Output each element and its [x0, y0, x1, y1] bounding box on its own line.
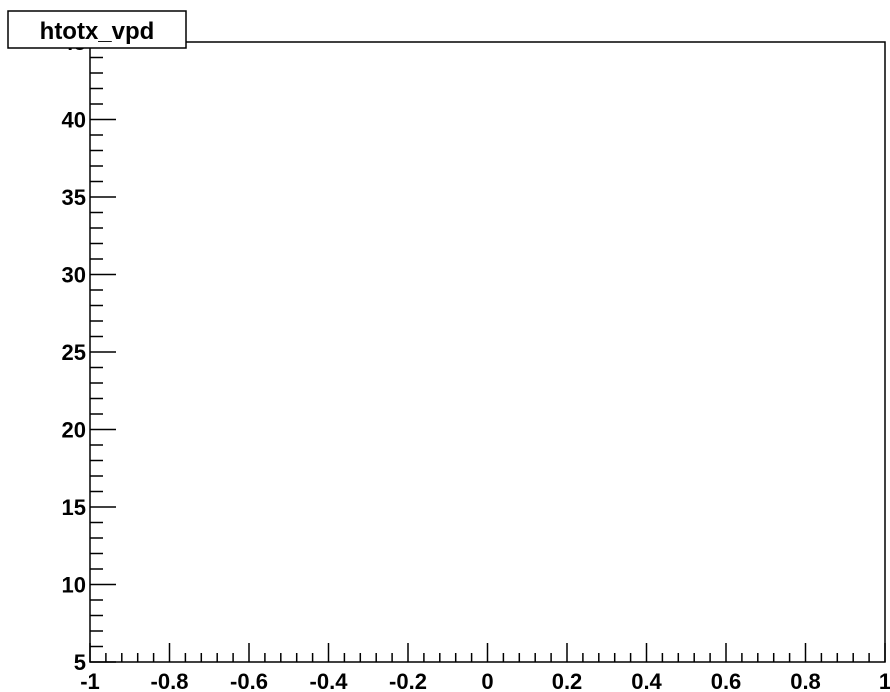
x-tick-label: -0.6	[230, 669, 268, 692]
y-tick-label: 30	[62, 263, 86, 288]
x-tick-label: -1	[80, 669, 100, 692]
y-tick-label: 35	[62, 185, 86, 210]
chart-title: htotx_vpd	[40, 18, 155, 45]
x-tick-label: 0.4	[631, 669, 662, 692]
x-tick-label: 1	[879, 669, 890, 692]
x-tick-label: -0.2	[389, 669, 427, 692]
y-tick-label: 20	[62, 418, 86, 443]
x-tick-label: 0	[481, 669, 493, 692]
x-tick-label: 0.6	[711, 669, 742, 692]
y-tick-label: 15	[62, 495, 86, 520]
x-tick-label: 0.2	[552, 669, 583, 692]
x-tick-label: -0.8	[151, 669, 189, 692]
plot-frame	[90, 42, 885, 662]
y-tick-label: 10	[62, 573, 86, 598]
title-box: htotx_vpd	[8, 11, 186, 48]
y-tick-label: 25	[62, 340, 86, 365]
x-tick-label: -0.4	[310, 669, 349, 692]
x-tick-label: 0.8	[790, 669, 821, 692]
y-tick-label: 40	[62, 108, 86, 133]
